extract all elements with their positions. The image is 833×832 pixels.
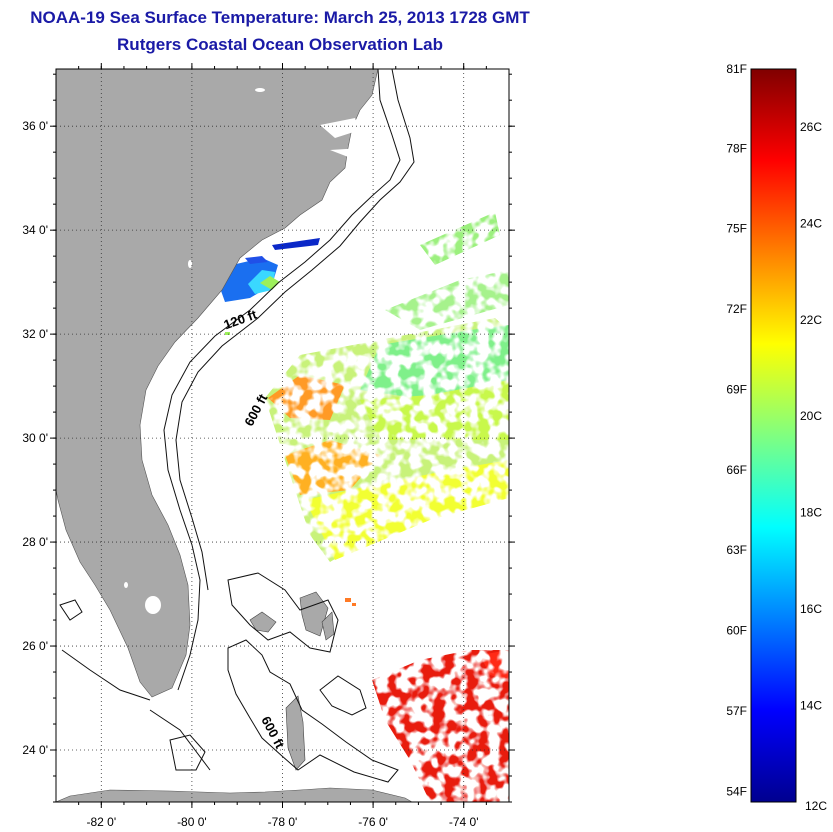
colorbar-f-label: 69F [726,382,747,396]
lat-tick-label: 26 0' [22,639,48,653]
contour-label: 120 ft [222,306,260,332]
lat-tick-label: 36 0' [22,119,48,133]
lon-tick-label: -74 0' [449,815,479,829]
colorbar-gradient [750,68,797,803]
lon-tick-label: -80 0' [177,815,207,829]
longitude-labels: -82 0' -80 0' -78 0' -76 0' -74 0' [86,815,478,829]
land-mass-cuba [56,787,413,802]
colorbar-f-label: 66F [726,463,747,477]
colorbar-c-label: 14C [800,699,822,713]
sst-swath-central [265,318,509,562]
bathymetry-contours [59,69,415,783]
lat-tick-label: 24 0' [22,743,48,757]
lat-tick-label: 30 0' [22,431,48,445]
colorbar-fahrenheit-labels: 81F 78F 75F 72F 69F 66F 63F 60F 57F 54F [726,62,747,798]
contour-labels: 120 ft 600 ft 600 ft [222,306,288,751]
latitude-labels: 24 0' 26 0' 28 0' 30 0' 32 0' 34 0' 36 0' [22,119,48,757]
lon-tick-label: -78 0' [268,815,298,829]
colorbar-c-label: 22C [800,313,822,327]
colorbar-f-label: 63F [726,543,747,557]
lat-tick-label: 32 0' [22,327,48,341]
lat-tick-label: 34 0' [22,223,48,237]
inland-lakes [124,88,362,614]
colorbar-c-label: 12C [805,799,827,813]
colorbar-c-label: 20C [800,409,822,423]
land-mass-bahamas-andros [249,591,335,771]
lon-tick-label: -76 0' [358,815,388,829]
colorbar-f-label: 57F [726,704,747,718]
temperature-colorbar: 81F 78F 75F 72F 69F 66F 63F 60F 57F 54F 26C 24C 22C… [726,62,827,813]
colorbar-c-label: 26C [800,120,822,134]
colorbar-f-label: 75F [726,222,747,236]
sst-scatter-specks [225,332,356,606]
sst-swath-northeast [385,212,509,330]
colorbar-c-label: 16C [800,602,822,616]
lon-tick-label: -82 0' [86,815,116,829]
contour-label: 600 ft [241,391,271,429]
colorbar-f-label: 72F [726,302,747,316]
lat-tick-label: 28 0' [22,535,48,549]
colorbar-f-label: 81F [726,62,747,76]
colorbar-f-label: 60F [726,624,747,638]
colorbar-celsius-labels: 26C 24C 22C 20C 18C 16C 14C 12C [800,120,827,813]
land-mass-us-mainland [56,69,379,698]
sst-swath-south [372,650,509,802]
sst-coastal-cold [220,238,320,302]
colorbar-c-label: 18C [800,506,822,520]
colorbar-f-label: 54F [726,784,747,798]
axis-ticks [50,63,515,808]
colorbar-c-label: 24C [800,216,822,230]
map-subtitle: Rutgers Coastal Ocean Observation Lab [117,35,443,54]
colorbar-f-label: 78F [726,141,747,155]
map-title: NOAA-19 Sea Surface Temperature: March 2… [30,8,530,27]
contour-label: 600 ft [258,714,288,752]
